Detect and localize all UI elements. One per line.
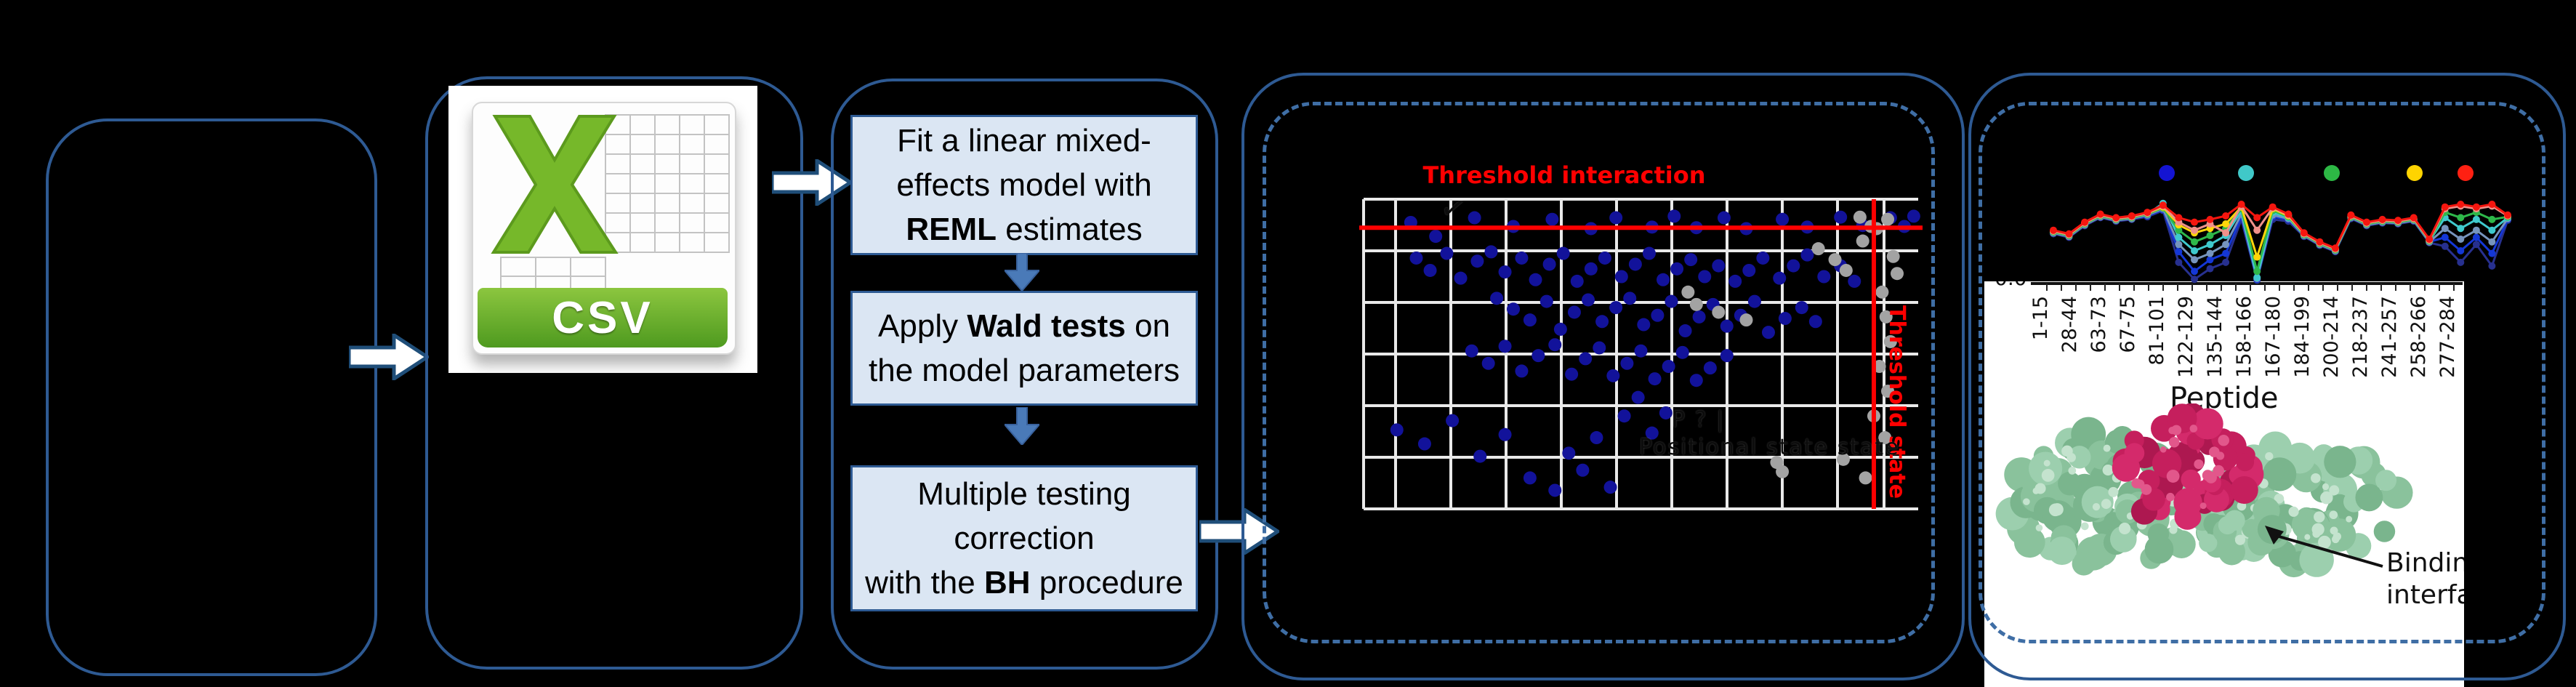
panel-input xyxy=(46,118,377,676)
step-line: Fit a linear mixed- xyxy=(897,123,1151,158)
step-line: effects model with xyxy=(896,167,1152,203)
down-arrow-1 xyxy=(1005,253,1039,291)
step-line: Multiple testing xyxy=(917,476,1131,512)
step-bh-correction: Multiple testing correction with the BH … xyxy=(850,465,1198,611)
svg-text:63-73: 63-73 xyxy=(2088,296,2110,353)
svg-text:277-284: 277-284 xyxy=(2436,296,2459,378)
csv-banner: CSV xyxy=(478,288,728,347)
step-line: with the BH procedure xyxy=(865,565,1183,600)
scatter-plot xyxy=(1359,198,1923,510)
panel-peptide-dashed xyxy=(1979,102,2545,643)
svg-text:81-101: 81-101 xyxy=(2146,296,2168,366)
panel-peptide xyxy=(1968,73,2566,680)
panel-results-scatter-dashed xyxy=(1263,102,1935,643)
ghost-annotation-2: Positional state state xyxy=(1639,435,1900,460)
step-line: the model parameters xyxy=(869,353,1180,388)
svg-text:28-44: 28-44 xyxy=(2058,296,2081,353)
svg-text:122-129: 122-129 xyxy=(2175,296,2197,378)
svg-text:258-266: 258-266 xyxy=(2407,296,2430,378)
step-line: correction xyxy=(954,521,1095,556)
panel-results-scatter xyxy=(1241,73,1965,680)
flow-arrow-3 xyxy=(1199,508,1279,555)
ghost-annotation-1: P ? | xyxy=(1672,407,1726,433)
step-fit-model: Fit a linear mixed- effects model with R… xyxy=(850,115,1198,255)
step-line: REML estimates xyxy=(906,212,1143,247)
threshold-interaction-label: Threshold interaction xyxy=(1422,161,1706,189)
svg-text:135-144: 135-144 xyxy=(2204,296,2226,378)
svg-text:158-166: 158-166 xyxy=(2233,296,2255,378)
svg-text:241-257: 241-257 xyxy=(2378,296,2401,378)
svg-text:218-237: 218-237 xyxy=(2349,296,2372,378)
panel-csv xyxy=(425,76,803,670)
y-axis-tick-0: 0.0 xyxy=(1995,281,2027,290)
threshold-state-label: Threshold state xyxy=(1884,305,1909,499)
svg-text:167-180: 167-180 xyxy=(2262,296,2285,378)
csv-label: CSV xyxy=(552,292,653,343)
svg-text:67-75: 67-75 xyxy=(2117,296,2139,353)
svg-text:184-199: 184-199 xyxy=(2291,296,2314,378)
binding-interface-arrow xyxy=(2265,526,2383,568)
csv-image-block: CSV xyxy=(448,86,757,373)
peptide-figure-panel: 0.0 1-15 28-44 63-73 67-75 81-101 122-129 135-… xyxy=(1984,281,2464,687)
svg-text:1-15: 1-15 xyxy=(2029,296,2052,340)
binding-interface-label: Binding interface xyxy=(2386,548,2464,610)
panel-statistics xyxy=(831,79,1218,670)
down-arrow-2 xyxy=(1005,407,1039,445)
step-line: Apply Wald tests on xyxy=(878,308,1170,344)
uptake-line-chart xyxy=(2050,165,2511,284)
svg-text:200-214: 200-214 xyxy=(2320,296,2343,378)
csv-file-icon: CSV xyxy=(472,102,736,355)
step-wald-tests: Apply Wald tests on the model parameters xyxy=(850,291,1198,406)
excel-x-icon xyxy=(491,115,619,254)
protein-structure-image xyxy=(1995,403,2413,578)
flow-arrow-1 xyxy=(349,334,429,380)
peptide-axis: 1-15 28-44 63-73 67-75 81-101 122-129 135-144 1… xyxy=(2029,282,2463,378)
